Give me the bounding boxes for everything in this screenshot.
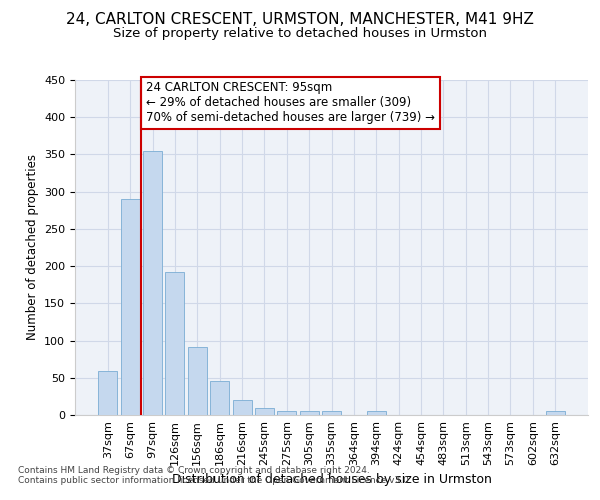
Text: Contains HM Land Registry data © Crown copyright and database right 2024.
Contai: Contains HM Land Registry data © Crown c…: [18, 466, 412, 485]
Bar: [98, 371, 118, 415]
Bar: [367, 412, 386, 415]
Bar: [233, 400, 251, 415]
Bar: [545, 412, 565, 415]
Bar: [277, 412, 296, 415]
Bar: [210, 381, 229, 415]
X-axis label: Distribution of detached houses by size in Urmston: Distribution of detached houses by size …: [172, 474, 491, 486]
Bar: [255, 408, 274, 415]
Bar: [299, 412, 319, 415]
Text: Size of property relative to detached houses in Urmston: Size of property relative to detached ho…: [113, 28, 487, 40]
Bar: [188, 348, 207, 415]
Y-axis label: Number of detached properties: Number of detached properties: [26, 154, 38, 340]
Text: 24 CARLTON CRESCENT: 95sqm
← 29% of detached houses are smaller (309)
70% of sem: 24 CARLTON CRESCENT: 95sqm ← 29% of deta…: [146, 82, 435, 124]
Bar: [166, 272, 184, 415]
Bar: [121, 199, 140, 415]
Bar: [143, 150, 162, 415]
Text: 24, CARLTON CRESCENT, URMSTON, MANCHESTER, M41 9HZ: 24, CARLTON CRESCENT, URMSTON, MANCHESTE…: [66, 12, 534, 28]
Bar: [322, 412, 341, 415]
